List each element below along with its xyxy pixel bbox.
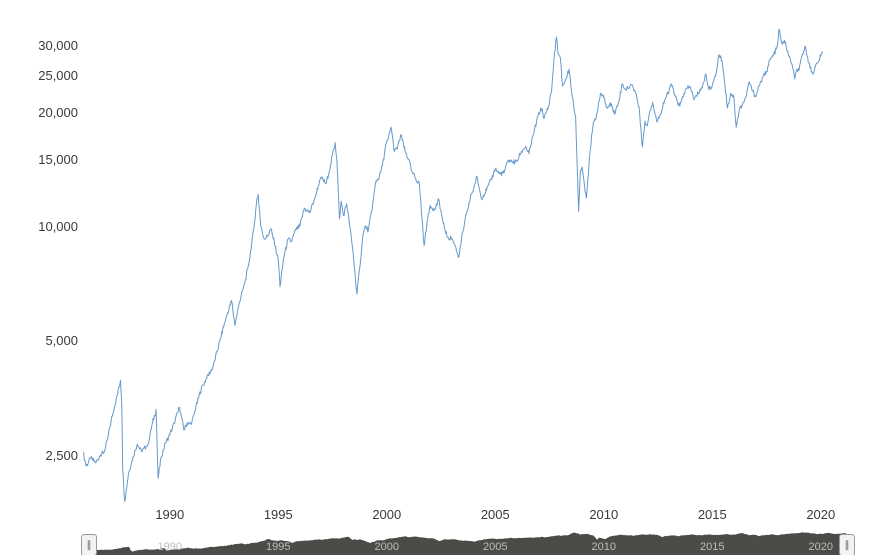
x-axis-tick-label: 2005 — [480, 507, 510, 522]
navigator-year-label: 2020 — [808, 541, 834, 553]
x-axis-tick-label: 2000 — [372, 507, 402, 522]
x-axis-tick-label: 1995 — [263, 507, 293, 522]
x-axis-tick-label: 2020 — [806, 507, 836, 522]
navigator-year-label: 2000 — [374, 541, 400, 553]
y-axis-tick-label: 15,000 — [38, 152, 78, 168]
y-axis-tick-label: 2,500 — [45, 447, 78, 463]
y-axis-tick-label: 10,000 — [38, 219, 78, 234]
main-chart-plot-area[interactable] — [0, 0, 869, 530]
navigator-year-label: 2010 — [591, 541, 617, 553]
range-navigator[interactable]: 1990 1995 2000 2005 2010 2015 2020 ∥ ∥ — [0, 530, 869, 555]
x-axis-tick-label: 2010 — [589, 507, 619, 522]
navigator-year-label: 2005 — [483, 541, 508, 553]
navigator-year-label: 1995 — [266, 541, 291, 553]
navigator-year-label: 2015 — [700, 541, 725, 553]
navigator-area-series — [90, 532, 847, 555]
y-axis-tick-label: 5,000 — [45, 333, 78, 349]
y-axis-tick-label: 30,000 — [38, 37, 78, 53]
x-axis-tick-label: 2015 — [697, 507, 727, 522]
y-axis-tick-label: 25,000 — [38, 67, 78, 83]
y-axis-tick-label: 20,000 — [38, 104, 78, 120]
navigator-mini-chart[interactable] — [0, 530, 869, 555]
navigator-left-handle-icon[interactable]: ∥ — [81, 534, 97, 555]
price-line — [82, 28, 823, 502]
navigator-year-label: 1990 — [157, 541, 183, 553]
x-axis-tick-label: 1990 — [155, 507, 185, 522]
navigator-right-handle-icon[interactable]: ∥ — [839, 534, 855, 555]
